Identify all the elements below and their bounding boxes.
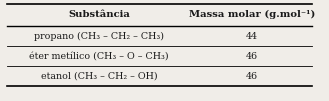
Text: 46: 46 <box>246 72 258 81</box>
Text: etanol (CH₃ – CH₂ – OH): etanol (CH₃ – CH₂ – OH) <box>41 72 158 81</box>
Text: 46: 46 <box>246 52 258 61</box>
Text: Massa molar (g.mol⁻¹): Massa molar (g.mol⁻¹) <box>189 10 315 19</box>
Text: 44: 44 <box>246 32 258 41</box>
Text: Substância: Substância <box>68 10 130 19</box>
Text: propano (CH₃ – CH₂ – CH₃): propano (CH₃ – CH₂ – CH₃) <box>34 32 164 41</box>
Text: éter metílico (CH₃ – O – CH₃): éter metílico (CH₃ – O – CH₃) <box>30 52 169 61</box>
